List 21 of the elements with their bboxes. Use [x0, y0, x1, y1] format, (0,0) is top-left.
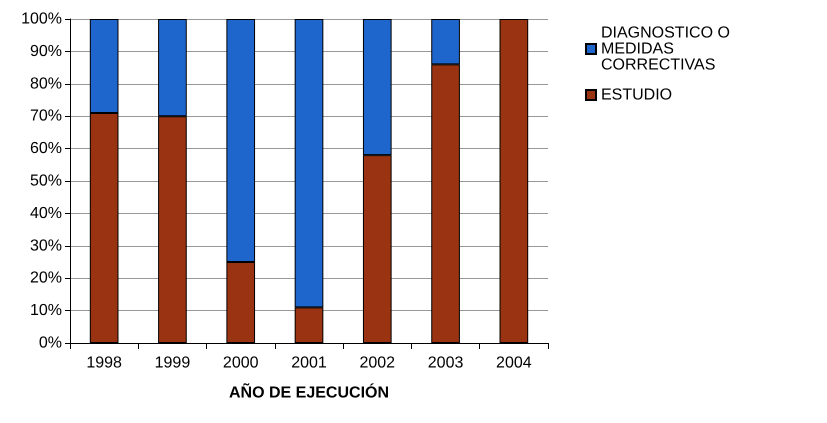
y-tick-label: 0% [38, 334, 62, 352]
x-tick-label: 2004 [496, 354, 532, 372]
y-tick-label: 90% [30, 42, 62, 60]
x-tick-label: 1999 [154, 354, 190, 372]
x-tick-label: 2003 [428, 354, 464, 372]
y-tick-label: 50% [30, 172, 62, 190]
x-axis-title: AÑO DE EJECUCIÓN [228, 382, 390, 402]
y-tick-label: 60% [30, 140, 62, 158]
y-tick-label: 40% [30, 204, 62, 222]
x-tick-label: 2002 [359, 354, 396, 372]
y-tick-label: 80% [30, 75, 62, 92]
x-tick-label: 1998 [86, 354, 122, 372]
y-tick-label: 20% [30, 270, 62, 287]
x-tick-label: 2000 [222, 354, 259, 372]
x-tick-label: 2001 [291, 354, 327, 372]
y-tick-label: 30% [30, 237, 62, 254]
legend-label: DIAGNOSTICO O MEDIDAS CORRECTIVAS [601, 24, 734, 74]
legend-label: ESTUDIO [601, 86, 672, 104]
y-tick-label: 10% [30, 302, 62, 320]
y-tick-label: 70% [30, 108, 62, 125]
y-tick-label: 100% [21, 10, 62, 28]
